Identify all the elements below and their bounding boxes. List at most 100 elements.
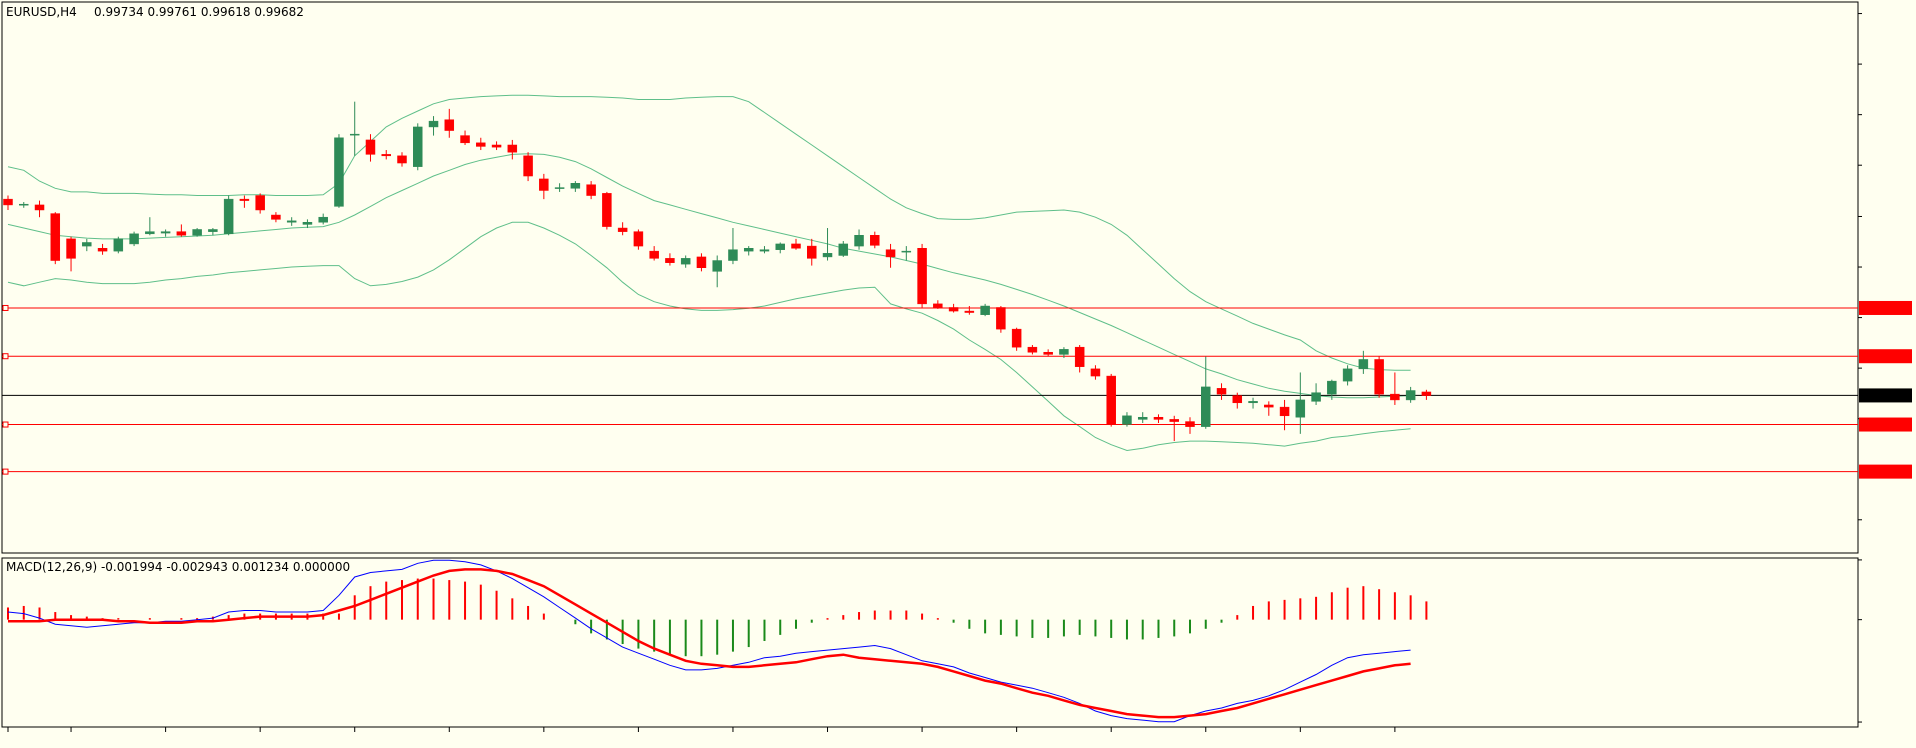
candle-body (838, 243, 849, 256)
candle-body (759, 249, 770, 252)
candle-body (822, 253, 833, 258)
symbol-label: EURUSD,H4 (6, 5, 77, 19)
candle-body (633, 231, 644, 247)
candle-body (1106, 375, 1116, 425)
level-anchor (2, 353, 9, 360)
candle-body (1405, 390, 1416, 401)
candle-body (491, 144, 502, 148)
candle-body (1295, 399, 1306, 418)
candle-body (1390, 393, 1400, 401)
candle-body (1279, 406, 1290, 417)
candle-body (208, 229, 218, 232)
candle-body (933, 303, 943, 308)
candle-body (192, 229, 202, 236)
candle-body (1074, 346, 1085, 367)
candle-body (1185, 421, 1195, 427)
candle-body (743, 248, 754, 252)
ohlc-label: 0.99734 0.99761 0.99618 0.99682 (94, 5, 304, 19)
time-axis (7, 727, 1396, 732)
candle-body (696, 256, 707, 269)
level-tag (1859, 300, 1912, 315)
candle-body (1358, 359, 1369, 370)
candle-body (223, 198, 234, 235)
candle-body (302, 222, 313, 225)
level-tag (1859, 417, 1912, 432)
candle-body (286, 220, 297, 223)
macd-pane[interactable] (1, 557, 1862, 728)
candle-body (1311, 392, 1321, 402)
candle-body (334, 137, 344, 207)
candle-body (365, 139, 376, 155)
candle-body (649, 250, 659, 259)
candle-body (66, 238, 76, 259)
bollinger-upper (7, 94, 1411, 371)
candle-body (1153, 416, 1164, 420)
macd-pane-frame (1, 557, 1859, 728)
candle-body (775, 243, 785, 250)
candle-body (948, 307, 959, 312)
candle-body (570, 183, 581, 189)
candle-body (129, 233, 139, 245)
candle-body (255, 195, 265, 211)
candle-body (1090, 368, 1101, 377)
candle-body (160, 231, 171, 234)
candle-body (413, 126, 423, 167)
candle-body (728, 249, 738, 261)
bollinger-lower (7, 221, 1411, 452)
price-pane[interactable] (1, 1, 1912, 554)
candle-body (1201, 386, 1211, 427)
candle-body (397, 155, 407, 164)
candle-body (1011, 328, 1022, 348)
candle-body (980, 305, 990, 315)
level-tag (1859, 464, 1912, 479)
candle-body (964, 310, 975, 313)
candle-body (1342, 368, 1353, 382)
candle-body (1232, 395, 1243, 404)
candle-body (507, 144, 518, 153)
candle-body (271, 214, 281, 220)
candle-body (97, 248, 108, 252)
candle-body (870, 235, 880, 246)
macd-signal-line (8, 568, 1411, 719)
macd-line (7, 559, 1411, 723)
price-pane-frame (1, 1, 1859, 554)
candle-body (82, 242, 92, 247)
current-price-tag (1859, 388, 1912, 403)
candle-body (444, 119, 455, 131)
candle-body (1027, 346, 1038, 353)
level-anchor (2, 421, 9, 428)
candle-body (854, 235, 864, 247)
candle-body (1043, 351, 1053, 355)
candle-body (917, 248, 927, 305)
candle-body (602, 193, 612, 227)
candle-body (113, 238, 124, 252)
candle-body (1169, 419, 1179, 422)
candle-body (349, 133, 360, 136)
candle-body (791, 243, 801, 249)
level-anchor (2, 304, 9, 311)
candle-body (1421, 391, 1432, 396)
candle-body (539, 178, 549, 191)
candle-body (50, 213, 61, 261)
candle-body (901, 250, 912, 253)
candle-body (34, 204, 45, 211)
candle-body (523, 155, 533, 177)
macd-label: MACD(12,26,9) -0.001994 -0.002943 0.0012… (6, 560, 350, 574)
candle-body (176, 231, 187, 236)
candle-body (239, 198, 250, 201)
candle-body (428, 120, 439, 128)
level-anchor (2, 468, 9, 475)
candle-body (1059, 349, 1069, 355)
candle-body (665, 258, 675, 263)
candle-body (1374, 359, 1384, 395)
candle-body (712, 260, 722, 272)
candle-body (1137, 416, 1148, 420)
candle-body (1248, 401, 1258, 404)
candle-body (1216, 388, 1227, 395)
candle-body (885, 249, 896, 258)
candle-body (19, 203, 29, 206)
candle-body (1264, 404, 1274, 408)
candle-body (145, 231, 155, 235)
